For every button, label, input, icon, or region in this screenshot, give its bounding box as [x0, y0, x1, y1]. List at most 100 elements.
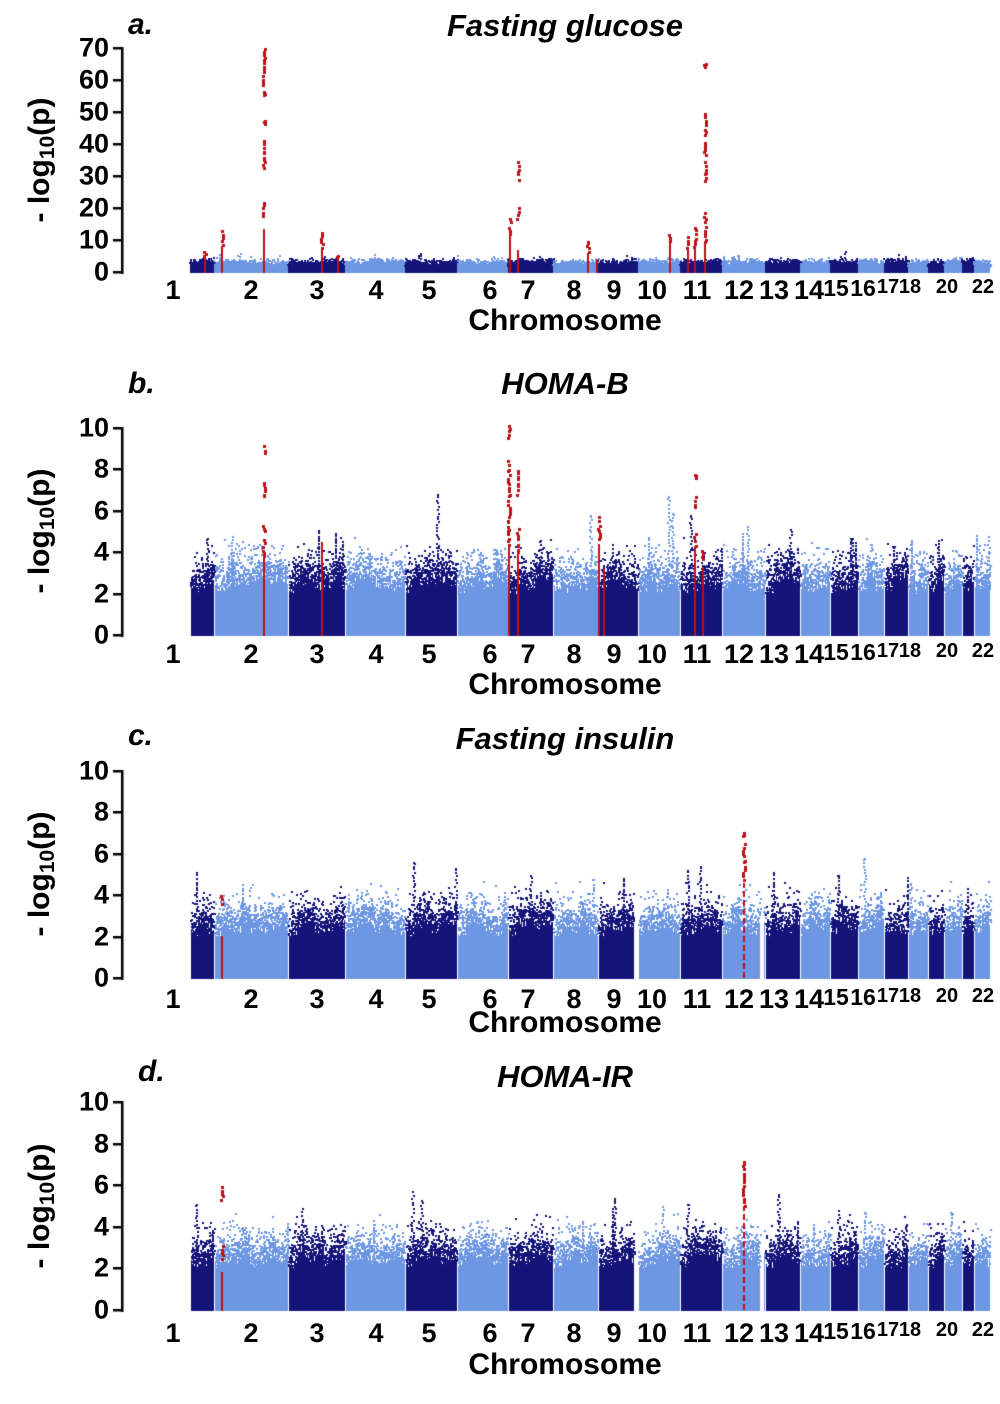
chromosome-label: 20 — [935, 1319, 959, 1341]
chromosome-label: 16 — [850, 639, 876, 665]
chromosome-label: 14 — [793, 984, 825, 1014]
y-tick-label: 2 — [93, 578, 109, 609]
chromosome-label: 3 — [309, 1318, 325, 1348]
chromosome-label: 14 — [793, 275, 825, 305]
y-tick-label: 4 — [93, 1211, 109, 1242]
chromosome-label: 8 — [566, 984, 582, 1014]
chromosome-label: 17 — [876, 1319, 900, 1341]
x-axis-label-c: Chromosome — [468, 1006, 662, 1039]
chromosome-label: 4 — [368, 1318, 384, 1348]
chromosome-label: 16 — [850, 984, 876, 1010]
chromosome-label: 3 — [309, 639, 325, 669]
y-axis-label-subscript: 10 — [36, 506, 60, 531]
chromosome-label: 18 — [898, 276, 922, 298]
chromosome-label: 13 — [758, 1318, 790, 1348]
chromosome-label: 22 — [971, 1319, 995, 1341]
chromosome-label: 20 — [935, 985, 959, 1007]
y-tick-label: 8 — [93, 1128, 109, 1159]
chromosome-label: 4 — [368, 984, 384, 1014]
y-axis-label-prefix: - log — [23, 530, 56, 594]
chromosome-label: 8 — [566, 1318, 582, 1348]
y-axis-label-subscript: 10 — [36, 849, 60, 874]
chromosome-label: 10 — [636, 639, 668, 669]
chromosome-label: 13 — [758, 275, 790, 305]
y-tick-label: 0 — [93, 962, 109, 993]
chromosome-label: 6 — [482, 275, 498, 305]
y-axis-label-a: - log10(p) — [23, 98, 59, 223]
y-axis-label-subscript: 10 — [36, 1181, 60, 1206]
chromosome-label: 3 — [309, 275, 325, 305]
chromosome-label: 3 — [309, 984, 325, 1014]
panel-letter-c: c. — [128, 719, 154, 752]
chromosome-label: 2 — [243, 1318, 259, 1348]
y-tick-label: 2 — [93, 921, 109, 952]
chromosome-label: 12 — [723, 1318, 755, 1348]
y-axis-label-suffix: (p) — [23, 468, 56, 507]
chromosome-label: 8 — [566, 275, 582, 305]
y-tick-label: 60 — [78, 64, 109, 95]
chromosome-label: 11 — [682, 984, 712, 1014]
chromosome-label: 15 — [823, 984, 849, 1010]
chromosome-label: 15 — [823, 275, 849, 301]
chromosome-label: 4 — [368, 639, 384, 669]
chromosome-label: 8 — [566, 639, 582, 669]
chromosome-label: 1 — [165, 639, 181, 669]
y-tick-label: 50 — [78, 96, 109, 127]
y-tick-label: 6 — [93, 838, 109, 869]
y-axis-label-b: - log10(p) — [23, 468, 59, 594]
panel-title-c: Fasting insulin — [455, 721, 675, 756]
chromosome-label: 7 — [520, 1318, 536, 1348]
chromosome-label: 11 — [682, 1318, 712, 1348]
y-axis-label-suffix: (p) — [23, 811, 56, 850]
chromosome-label: 10 — [636, 275, 668, 305]
chromosome-label: 1 — [165, 1318, 181, 1348]
y-axis-label-c: - log10(p) — [23, 811, 59, 937]
y-axis-label-prefix: - log — [23, 1205, 56, 1269]
y-axis-label-prefix: - log — [23, 873, 56, 937]
y-tick-label: 0 — [93, 1294, 109, 1325]
chromosome-label: 17 — [876, 985, 900, 1007]
chromosome-label: 17 — [876, 640, 900, 662]
y-axis-label-suffix: (p) — [23, 1143, 56, 1182]
y-tick-label: 6 — [93, 495, 109, 526]
panel-letter-d: d. — [138, 1055, 165, 1088]
chromosome-label: 15 — [823, 1318, 849, 1344]
y-axis-label-subscript: 10 — [36, 135, 60, 160]
y-tick-label: 40 — [78, 128, 109, 159]
chromosome-label: 5 — [421, 984, 437, 1014]
y-tick-label: 0 — [93, 256, 109, 287]
chromosome-label: 22 — [971, 276, 995, 298]
chromosome-label: 18 — [898, 985, 922, 1007]
chromosome-label: 22 — [971, 985, 995, 1007]
panel-title-d: HOMA-IR — [496, 1059, 634, 1094]
y-tick-label: 10 — [78, 224, 109, 255]
y-tick-label: 10 — [78, 1086, 109, 1117]
chromosome-label: 1 — [165, 275, 181, 305]
chromosome-label: 18 — [898, 640, 922, 662]
y-tick-label: 6 — [93, 1169, 109, 1200]
y-tick-label: 4 — [93, 879, 109, 910]
chromosome-label: 9 — [606, 275, 622, 305]
chromosome-label: 13 — [758, 639, 790, 669]
y-tick-label: 10 — [78, 412, 109, 443]
chromosome-label: 16 — [850, 275, 876, 301]
panel-title-b: HOMA-B — [501, 366, 629, 401]
chromosome-label: 2 — [243, 639, 259, 669]
chromosome-label: 5 — [421, 1318, 437, 1348]
chromosome-label: 9 — [606, 1318, 622, 1348]
chromosome-label: 11 — [682, 639, 712, 669]
chromosome-label: 12 — [723, 984, 755, 1014]
y-tick-label: 0 — [93, 619, 109, 650]
chromosome-label: 5 — [421, 275, 437, 305]
chromosome-label: 7 — [520, 984, 536, 1014]
chromosome-label: 2 — [243, 984, 259, 1014]
chromosome-label: 20 — [935, 640, 959, 662]
chromosome-label: 4 — [368, 275, 384, 305]
chromosome-label: 6 — [482, 1318, 498, 1348]
y-tick-label: 20 — [78, 192, 109, 223]
chromosome-label: 13 — [758, 984, 790, 1014]
chromosome-label: 9 — [606, 639, 622, 669]
chromosome-label: 14 — [793, 1318, 825, 1348]
